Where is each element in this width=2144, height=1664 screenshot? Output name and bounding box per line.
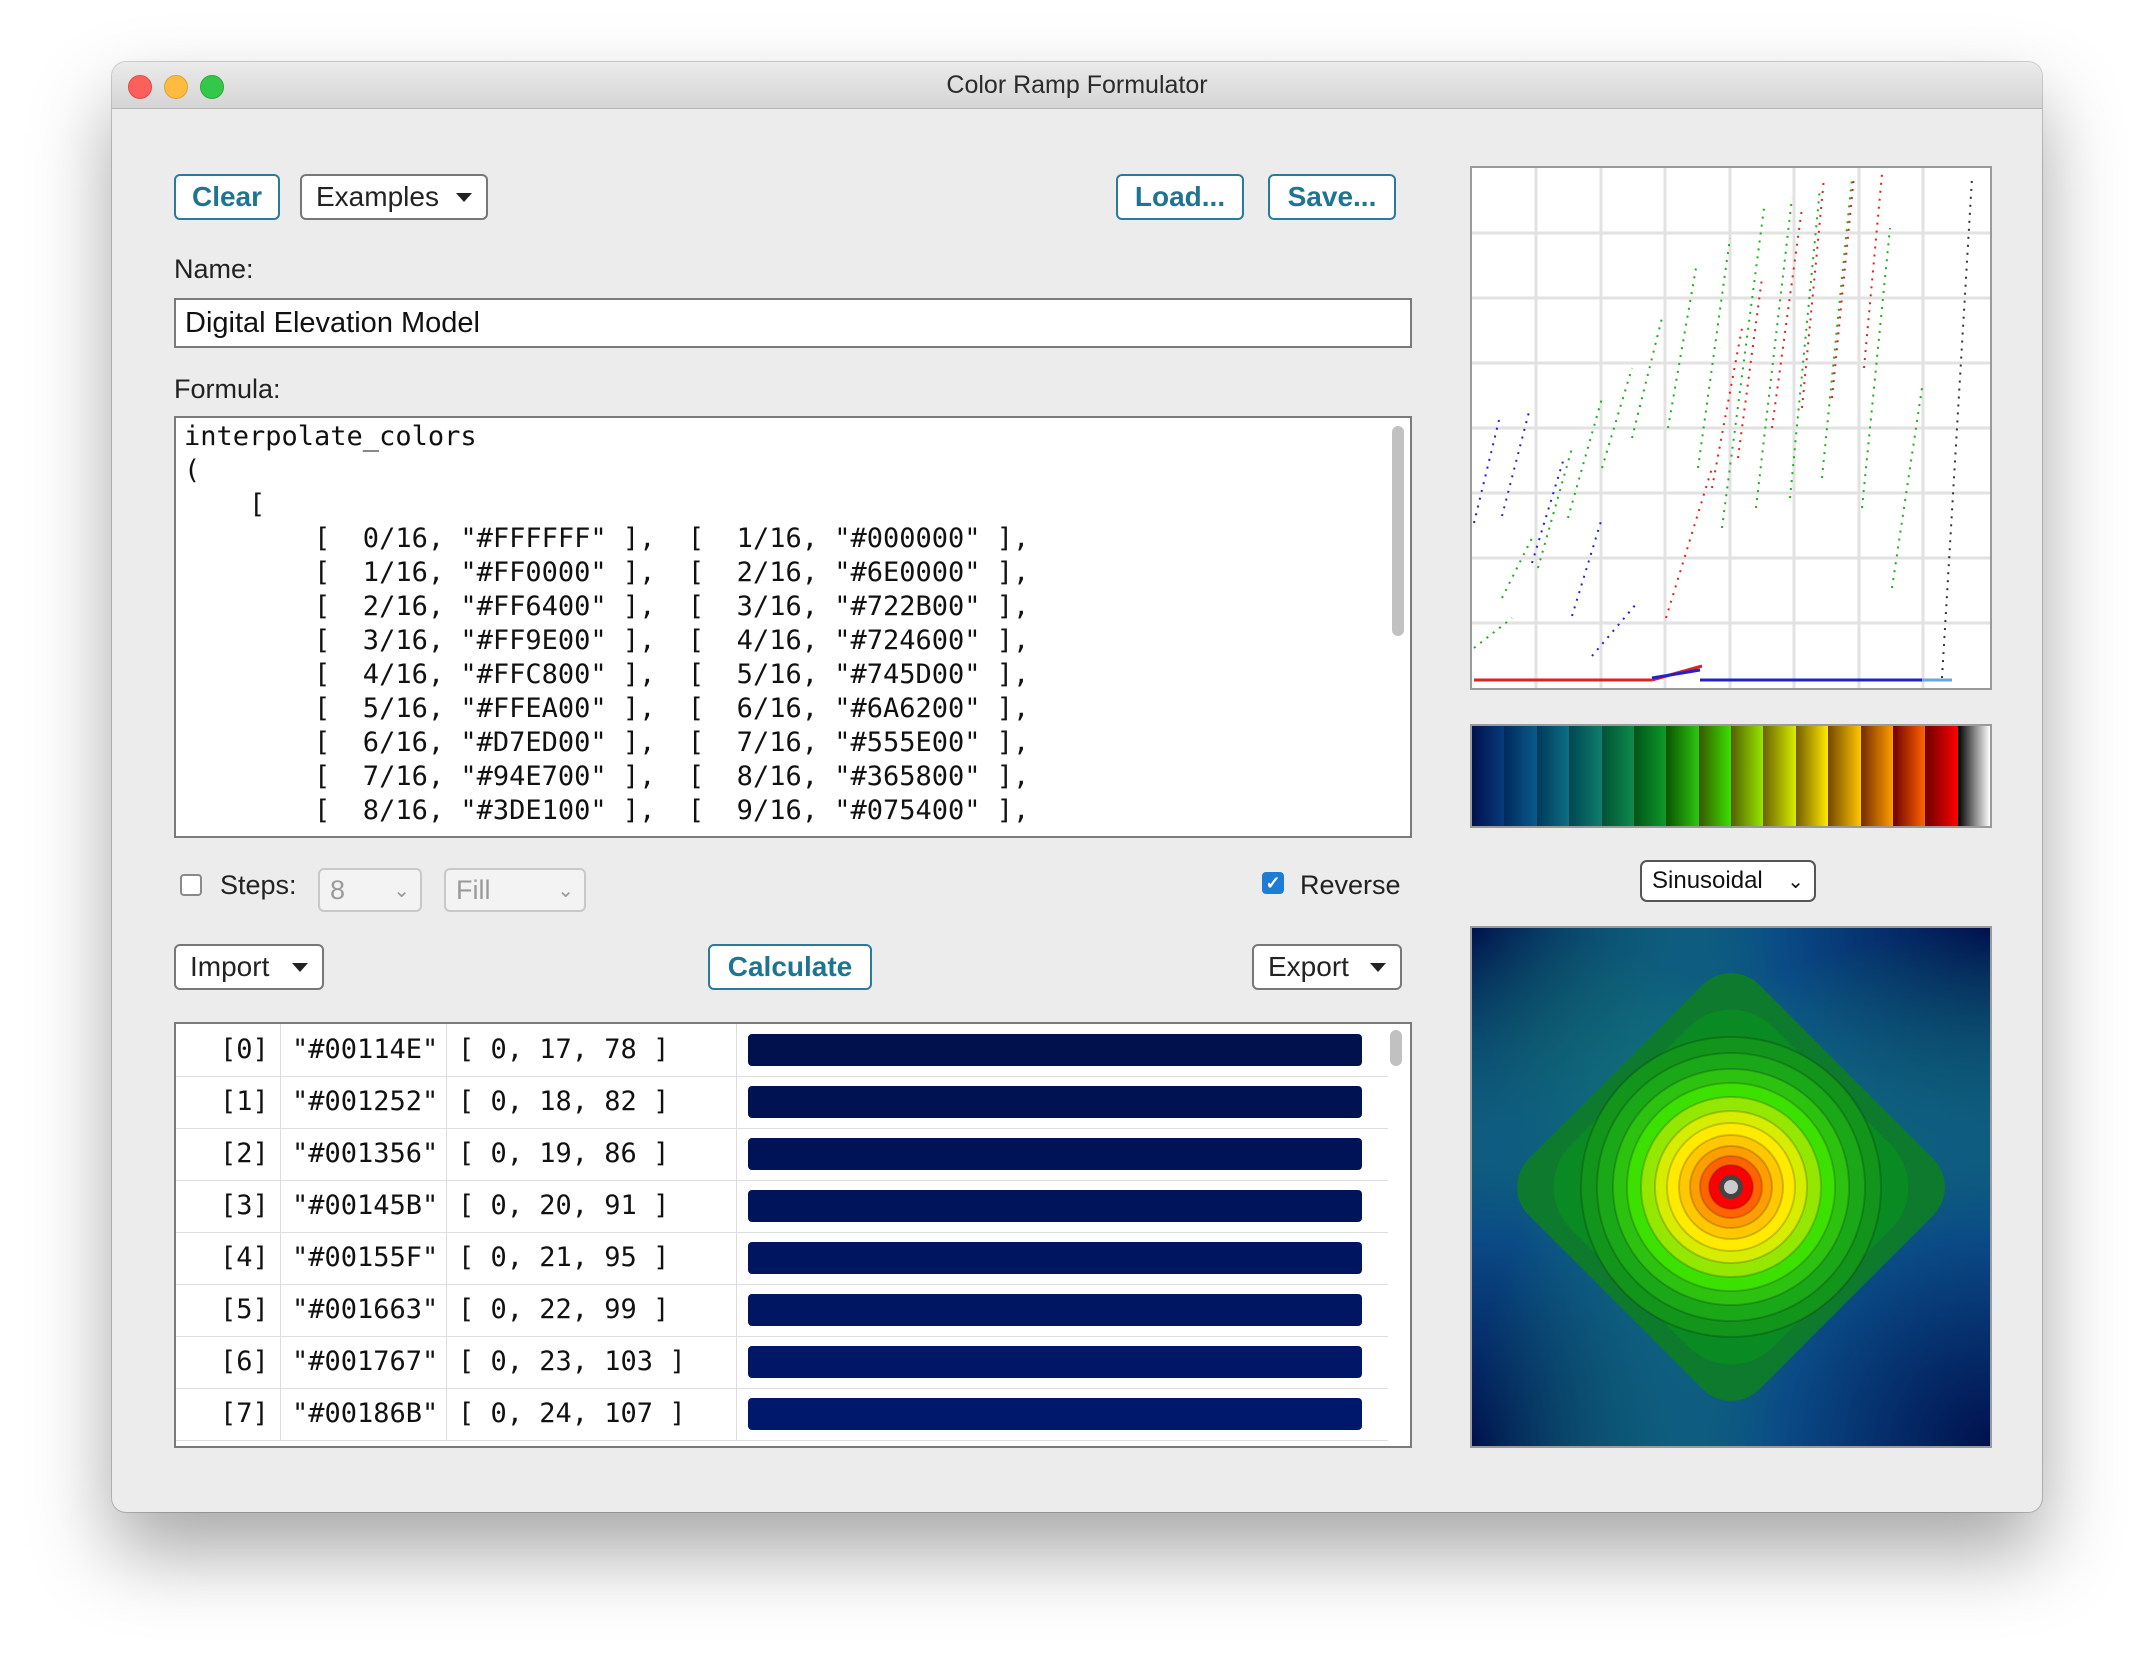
results-scrollbar[interactable]	[1390, 1030, 1402, 1066]
table-row[interactable]: [2] "#001356" [ 0, 19, 86 ]	[176, 1128, 1388, 1181]
fill-select[interactable]: Fill ⌄	[444, 868, 586, 912]
formula-line: (	[184, 455, 201, 486]
chevron-down-icon: ⌄	[1787, 870, 1804, 893]
color-swatch	[748, 1190, 1362, 1222]
color-swatch	[748, 1242, 1362, 1274]
color-swatch	[748, 1398, 1362, 1430]
formula-line: [	[184, 489, 266, 520]
export-dropdown-label: Export	[1268, 951, 1349, 982]
caret-down-icon	[456, 192, 472, 202]
formula-line: [ 2/16, "#FF6400" ], [ 3/16, "#722B00" ]…	[184, 591, 1030, 622]
chevron-down-icon: ⌄	[393, 879, 410, 902]
row-hex: "#001663"	[292, 1294, 439, 1325]
formula-label: Formula:	[174, 374, 281, 404]
row-rgb: [ 0, 19, 86 ]	[458, 1138, 670, 1169]
row-index: [4]	[220, 1242, 269, 1273]
color-ramp-bands	[1472, 726, 1990, 826]
results-table: [0] "#00114E" [ 0, 17, 78 ] [1] "#001252…	[174, 1022, 1412, 1448]
table-row[interactable]: [5] "#001663" [ 0, 22, 99 ]	[176, 1284, 1388, 1337]
row-rgb: [ 0, 17, 78 ]	[458, 1034, 670, 1065]
row-index: [5]	[220, 1294, 269, 1325]
title-bar: Color Ramp Formulator	[112, 62, 2042, 109]
checkmark-icon: ✓	[1265, 873, 1281, 893]
row-hex: "#00145B"	[292, 1190, 439, 1221]
row-hex: "#00114E"	[292, 1034, 439, 1065]
calculate-button[interactable]: Calculate	[708, 944, 872, 990]
sinusoidal-preview	[1470, 926, 1992, 1448]
formula-line: [ 6/16, "#D7ED00" ], [ 7/16, "#555E00" ]…	[184, 727, 1030, 758]
export-dropdown[interactable]: Export	[1252, 944, 1402, 990]
formula-line: [ 4/16, "#FFC800" ], [ 5/16, "#745D00" ]…	[184, 659, 1030, 690]
color-swatch	[748, 1346, 1362, 1378]
color-swatch	[748, 1294, 1362, 1326]
sinusoidal-preview-canvas	[1472, 928, 1990, 1446]
row-hex: "#00186B"	[292, 1398, 439, 1429]
save-button[interactable]: Save...	[1268, 174, 1396, 220]
reverse-label: Reverse	[1300, 870, 1401, 900]
table-row[interactable]: [4] "#00155F" [ 0, 21, 95 ]	[176, 1232, 1388, 1285]
load-button[interactable]: Load...	[1116, 174, 1244, 220]
formula-line: [ 1/16, "#FF0000" ], [ 2/16, "#6E0000" ]…	[184, 557, 1030, 588]
minimize-window-button[interactable]	[164, 75, 188, 99]
window-title: Color Ramp Formulator	[946, 71, 1208, 99]
rgb-channel-plot	[1470, 166, 1992, 690]
examples-dropdown-label: Examples	[316, 181, 439, 212]
row-rgb: [ 0, 24, 107 ]	[458, 1398, 686, 1429]
row-hex: "#001252"	[292, 1086, 439, 1117]
caret-down-icon	[1370, 962, 1386, 972]
formula-line: [ 8/16, "#3DE100" ], [ 9/16, "#075400" ]…	[184, 795, 1030, 826]
row-rgb: [ 0, 18, 82 ]	[458, 1086, 670, 1117]
reverse-checkbox[interactable]: ✓	[1262, 872, 1284, 894]
formula-line: [ 3/16, "#FF9E00" ], [ 4/16, "#724600" ]…	[184, 625, 1030, 656]
row-rgb: [ 0, 20, 91 ]	[458, 1190, 670, 1221]
row-hex: "#001767"	[292, 1346, 439, 1377]
formula-scrollbar[interactable]	[1392, 426, 1404, 636]
app-window: Color Ramp Formulator Clear Examples Loa…	[112, 62, 2042, 1512]
formula-line: [ 0/16, "#FFFFFF" ], [ 1/16, "#000000" ]…	[184, 523, 1030, 554]
color-swatch	[748, 1034, 1362, 1066]
steps-label: Steps:	[220, 870, 297, 900]
color-swatch	[748, 1138, 1362, 1170]
table-row[interactable]: [7] "#00186B" [ 0, 24, 107 ]	[176, 1388, 1388, 1441]
steps-select[interactable]: 8 ⌄	[318, 868, 422, 912]
table-row[interactable]: [0] "#00114E" [ 0, 17, 78 ]	[176, 1024, 1388, 1077]
formula-line: interpolate_colors	[184, 421, 477, 452]
chevron-down-icon: ⌄	[557, 879, 574, 902]
preview-mode-value: Sinusoidal	[1652, 867, 1763, 894]
row-index: [7]	[220, 1398, 269, 1429]
formula-line: [ 5/16, "#FFEA00" ], [ 6/16, "#6A6200" ]…	[184, 693, 1030, 724]
zoom-window-button[interactable]	[200, 75, 224, 99]
examples-dropdown[interactable]: Examples	[300, 174, 488, 220]
row-index: [6]	[220, 1346, 269, 1377]
caret-down-icon	[292, 962, 308, 972]
row-rgb: [ 0, 23, 103 ]	[458, 1346, 686, 1377]
clear-button[interactable]: Clear	[174, 174, 280, 220]
row-index: [0]	[220, 1034, 269, 1065]
row-hex: "#00155F"	[292, 1242, 439, 1273]
preview-mode-select[interactable]: Sinusoidal ⌄	[1640, 860, 1816, 902]
steps-checkbox[interactable]	[180, 874, 202, 896]
name-label: Name:	[174, 254, 254, 284]
row-index: [2]	[220, 1138, 269, 1169]
row-index: [1]	[220, 1086, 269, 1117]
fill-select-value: Fill	[456, 874, 491, 905]
table-row[interactable]: [6] "#001767" [ 0, 23, 103 ]	[176, 1336, 1388, 1389]
import-dropdown[interactable]: Import	[174, 944, 324, 990]
row-hex: "#001356"	[292, 1138, 439, 1169]
color-ramp-preview	[1470, 724, 1992, 828]
color-swatch	[748, 1086, 1362, 1118]
rgb-channel-plot-canvas	[1472, 168, 1990, 688]
formula-editor[interactable]: interpolate_colors ( [ [ 0/16, "#FFFFFF"…	[174, 416, 1412, 838]
row-rgb: [ 0, 21, 95 ]	[458, 1242, 670, 1273]
steps-select-value: 8	[330, 874, 346, 905]
table-row[interactable]: [1] "#001252" [ 0, 18, 82 ]	[176, 1076, 1388, 1129]
row-index: [3]	[220, 1190, 269, 1221]
row-rgb: [ 0, 22, 99 ]	[458, 1294, 670, 1325]
import-dropdown-label: Import	[190, 951, 270, 982]
table-row[interactable]: [3] "#00145B" [ 0, 20, 91 ]	[176, 1180, 1388, 1233]
name-input[interactable]: Digital Elevation Model	[174, 298, 1412, 348]
formula-line: [ 7/16, "#94E700" ], [ 8/16, "#365800" ]…	[184, 761, 1030, 792]
close-window-button[interactable]	[128, 75, 152, 99]
